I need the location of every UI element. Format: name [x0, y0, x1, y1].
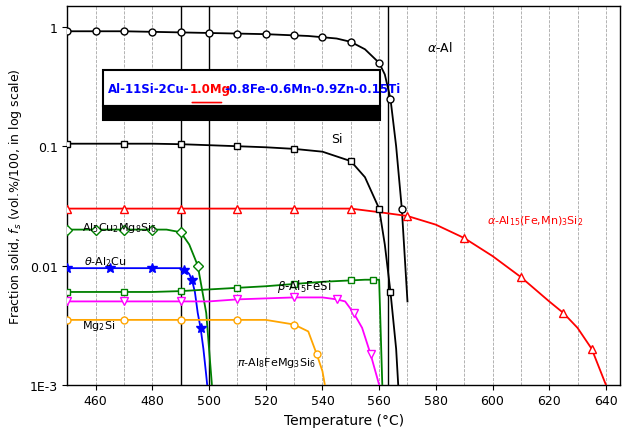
Text: -0.8Fe-0.6Mn-0.9Zn-0.15Ti: -0.8Fe-0.6Mn-0.9Zn-0.15Ti	[224, 82, 401, 95]
Text: Al$_5$Cu$_2$Mg$_8$Si$_6$: Al$_5$Cu$_2$Mg$_8$Si$_6$	[82, 220, 156, 234]
Text: $\beta$-Al$_5$FeSi: $\beta$-Al$_5$FeSi	[277, 277, 332, 294]
Text: Al-11Si-2Cu-: Al-11Si-2Cu-	[108, 82, 189, 95]
Text: 1.0Mg: 1.0Mg	[189, 82, 231, 95]
Bar	[103, 71, 379, 107]
Text: $\alpha$-Al$_{15}$(Fe,Mn)$_3$Si$_2$: $\alpha$-Al$_{15}$(Fe,Mn)$_3$Si$_2$	[487, 214, 583, 227]
Text: Si: Si	[331, 133, 342, 146]
Text: $\alpha$-Al: $\alpha$-Al	[428, 41, 453, 55]
Text: Mg$_2$Si: Mg$_2$Si	[82, 318, 115, 332]
Y-axis label: Fraction solid, $f_s$ (vol.%/100, in log scale): Fraction solid, $f_s$ (vol.%/100, in log…	[7, 68, 24, 324]
Text: $\theta$-Al$_2$Cu: $\theta$-Al$_2$Cu	[85, 255, 127, 269]
Bar	[103, 106, 379, 120]
Text: $\pi$-Al$_8$FeMg$_3$Si$_6$: $\pi$-Al$_8$FeMg$_3$Si$_6$	[238, 355, 316, 369]
X-axis label: Temperature (°C): Temperature (°C)	[283, 413, 404, 427]
